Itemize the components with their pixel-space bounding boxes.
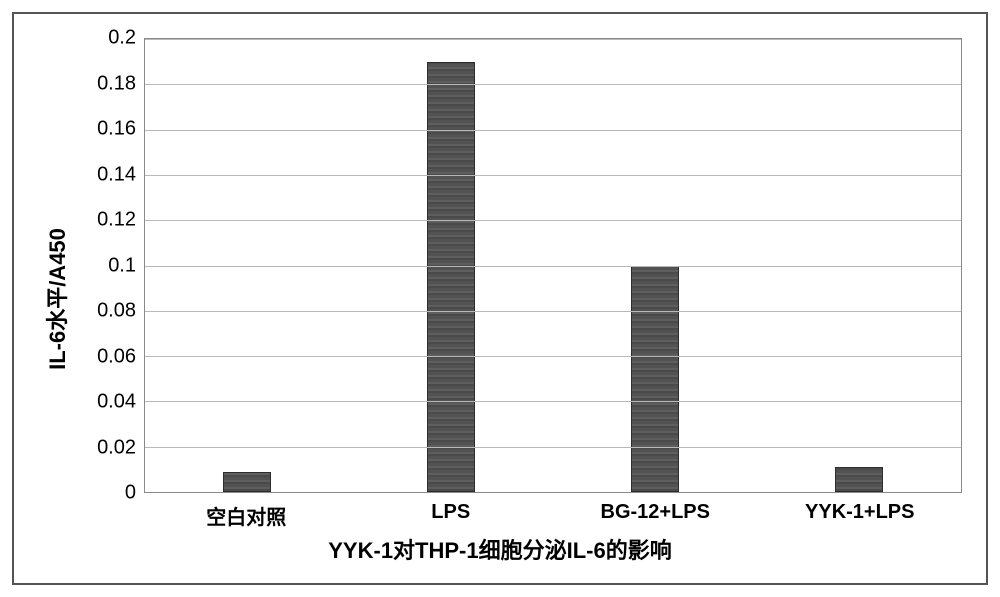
y-tick-label: 0	[125, 482, 144, 505]
y-tick-label: 0.06	[97, 345, 144, 368]
gridline	[145, 130, 961, 131]
gridline	[145, 356, 961, 357]
y-tick-label: 0.16	[97, 118, 144, 141]
gridline	[145, 401, 961, 402]
y-tick-label: 0.1	[108, 254, 144, 277]
y-tick-label: 0.14	[97, 163, 144, 186]
y-tick-label: 0.08	[97, 300, 144, 323]
bar	[835, 467, 884, 492]
gridline	[145, 266, 961, 267]
gridline	[145, 447, 961, 448]
y-tick-label: 0.12	[97, 209, 144, 232]
x-tick-label: BG-12+LPS	[601, 493, 710, 524]
x-tick-label: 空白对照	[206, 493, 286, 530]
y-tick-label: 0.18	[97, 72, 144, 95]
bar	[631, 266, 680, 493]
y-axis-label: IL-6水平/A450	[40, 228, 72, 370]
chart-frame: IL-6水平/A450 00.020.040.060.080.10.120.14…	[12, 12, 988, 585]
x-tick-label: YYK-1+LPS	[805, 493, 914, 524]
y-tick-label: 0.02	[97, 436, 144, 459]
bar	[223, 472, 272, 492]
plot-wrapper: 00.020.040.060.080.10.120.140.160.180.2空…	[144, 38, 962, 493]
gridline	[145, 175, 961, 176]
x-tick-label: LPS	[431, 493, 470, 524]
bar	[427, 62, 476, 492]
gridline	[145, 311, 961, 312]
gridline	[145, 39, 961, 40]
gridline	[145, 84, 961, 85]
x-axis-label: YYK-1对THP-1细胞分泌IL-6的影响	[328, 533, 671, 565]
y-tick-label: 0.2	[108, 27, 144, 50]
y-tick-label: 0.04	[97, 391, 144, 414]
plot-area	[144, 38, 962, 493]
gridline	[145, 220, 961, 221]
